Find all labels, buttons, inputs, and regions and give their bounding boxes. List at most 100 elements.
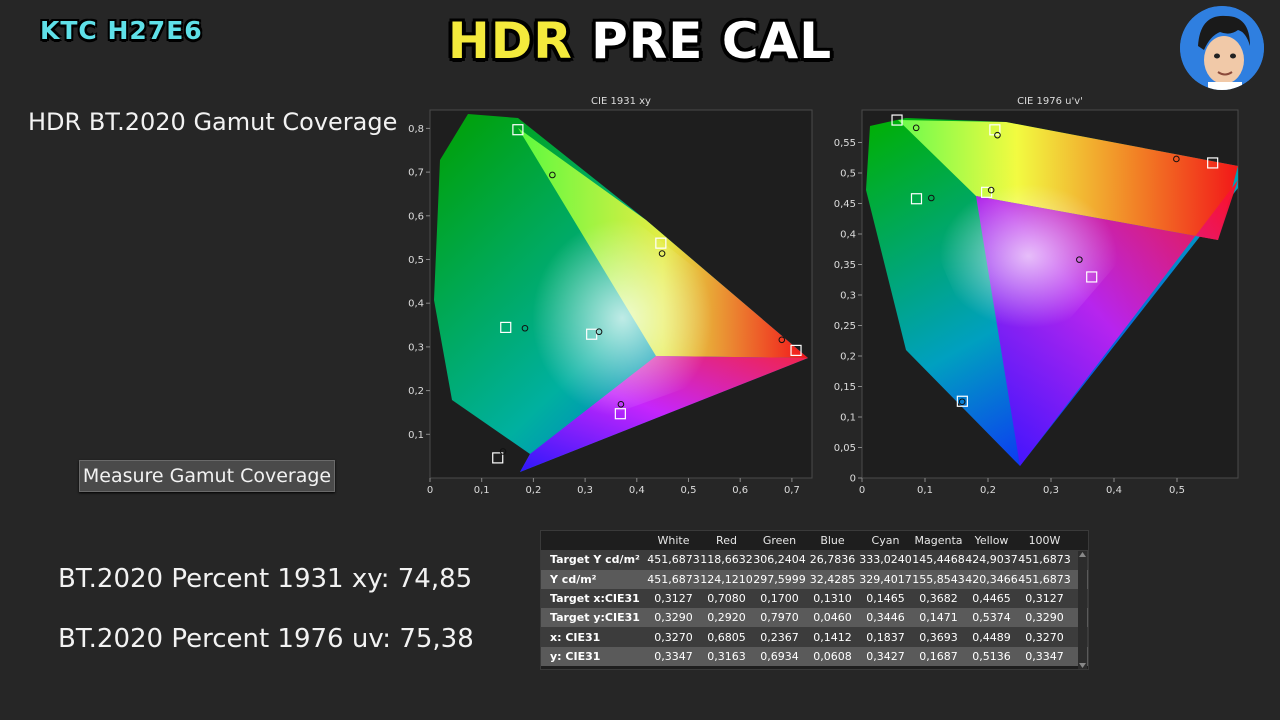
table-cell: 0,6934	[760, 649, 799, 663]
table-cell: 420,3466	[965, 572, 1018, 586]
measured-point	[1076, 256, 1083, 263]
measurement-table: White Red Green Blue Cyan Magenta Yellow 100W T…	[540, 530, 1089, 670]
column-header: Cyan	[871, 534, 900, 548]
table-cell: 0,7970	[760, 611, 799, 625]
row-label: Y cd/m²	[550, 572, 597, 586]
table-row: Target Y cd/m² 451,6873 118,6632 306,2404 26…	[541, 550, 1088, 570]
measured-point	[521, 324, 529, 332]
table-cell: 306,2404	[753, 553, 806, 567]
table-cell: 0,4465	[972, 592, 1011, 606]
table-cell: 0,1687	[919, 649, 958, 663]
x-tick-label: 0	[427, 485, 433, 496]
table-scrollbar[interactable]	[1078, 551, 1087, 669]
y-tick-label: 0,5	[840, 169, 856, 180]
table-cell: 0,0460	[813, 611, 852, 625]
table-row: Target y:CIE31 0,3290 0,2920 0,7970 0,0460 0,…	[541, 608, 1088, 628]
x-tick-label: 0,1	[474, 485, 490, 496]
percent-1931-xy: BT.2020 Percent 1931 xy: 74,85	[58, 564, 473, 594]
table-cell: 424,9037	[965, 553, 1018, 567]
table-cell: 451,6873	[1018, 553, 1071, 567]
table-cell: 0,3163	[707, 649, 746, 663]
table-cell: 0,1412	[813, 630, 852, 644]
table-cell: 451,6873	[1018, 572, 1071, 586]
x-tick-label: 0,3	[1043, 485, 1059, 496]
locus-white-glow	[496, 128, 797, 456]
y-tick-label: 0,1	[840, 413, 856, 424]
brand-label: KTC H27E6	[40, 16, 203, 45]
table-row: Y cd/m² 451,6873 124,1210 297,5999 32,4285 32…	[541, 569, 1088, 589]
x-tick-label: 0,6	[732, 485, 748, 496]
y-tick-label: 0	[850, 474, 856, 485]
column-header: Red	[716, 534, 737, 548]
scrollbar-arrows	[1079, 552, 1086, 668]
y-tick-label: 0,25	[834, 321, 856, 332]
column-header: White	[657, 534, 690, 548]
row-label: Target y:CIE31	[550, 611, 640, 625]
table-cell: 32,4285	[809, 572, 856, 586]
measured-point	[928, 194, 935, 202]
table-cell: 0,3127	[654, 592, 693, 606]
table-cell: 333,0240	[859, 553, 912, 567]
y-tick-label: 0,3	[840, 291, 856, 302]
measured-point	[595, 328, 603, 336]
measured-point	[912, 124, 920, 132]
table-cell: 329,4017	[859, 572, 912, 586]
table-row: x: CIE31 0,3270 0,6805 0,2367 0,1412 0,1837 0,…	[541, 627, 1088, 647]
table-row: y: CIE31 0,3347 0,3163 0,6934 0,0608 0,3427 0,…	[541, 646, 1088, 667]
target-point	[586, 328, 598, 340]
row-label: y: CIE31	[550, 649, 601, 663]
y-tick-label: 0,1	[408, 430, 424, 441]
table-row: Target x:CIE31 0,3127 0,7080 0,1700 0,1310 0,…	[541, 588, 1088, 609]
x-tick-label: 0,3	[577, 485, 593, 496]
table-cell: 124,1210	[700, 572, 753, 586]
table-cell: 0,3290	[654, 611, 693, 625]
headline-precal: PRE CAL	[591, 12, 833, 70]
measured-point	[778, 336, 786, 344]
target-point	[512, 124, 524, 136]
y-tick-label: 0,2	[840, 352, 856, 363]
column-header: Yellow	[974, 534, 1009, 548]
uv-axis-ticks: 0 0,1 0,2 0,3 0,4 0,5 0 0,05 0,1 0,15 0,2 0,25 0,3 0,…	[834, 138, 1185, 496]
table-cell: 0,5136	[972, 649, 1011, 663]
measure-gamut-button[interactable]: Measure Gamut Coverage	[79, 460, 335, 492]
measured-point	[549, 171, 556, 179]
y-tick-label: 0,4	[840, 230, 856, 241]
measured-point	[1173, 155, 1180, 163]
headline-hdr: HDR	[447, 12, 573, 70]
y-tick-label: 0,8	[408, 124, 424, 135]
chart-xy-title: CIE 1931 xy	[591, 96, 651, 107]
y-tick-label: 0,05	[834, 443, 856, 454]
measured-point	[987, 186, 995, 194]
target-point	[891, 114, 903, 126]
xy-axis-ticks: 0 0,1 0,2 0,3 0,4 0,5 0,6 0,7 0,1 0,2 0,3 0,4 0,5 0,6…	[408, 124, 800, 496]
table-cell: 145,4468	[912, 553, 965, 567]
y-tick-label: 0,5	[408, 255, 424, 266]
xy-marks	[492, 124, 802, 464]
y-tick-label: 0,7	[408, 168, 424, 179]
table-cell: 0,1471	[919, 611, 958, 625]
table-cell: 0,3127	[1025, 592, 1064, 606]
target-point	[981, 186, 993, 198]
measured-point	[958, 398, 966, 406]
table-cell: 451,6873	[647, 572, 700, 586]
channel-avatar	[1180, 6, 1264, 90]
x-tick-label: 0,1	[917, 485, 933, 496]
table-cell: 0,1700	[760, 592, 799, 606]
table-cell: 0,4489	[972, 630, 1011, 644]
uv-marks	[891, 114, 1219, 407]
column-header: Green	[762, 534, 797, 548]
table-cell: 0,3290	[1025, 611, 1064, 625]
table-cell: 26,7836	[809, 553, 856, 567]
target-point	[1207, 157, 1219, 169]
y-tick-label: 0,3	[408, 342, 424, 353]
row-label: Target x:CIE31	[550, 592, 640, 606]
y-tick-label: 0,6	[408, 211, 424, 222]
table-cell: 297,5999	[753, 572, 806, 586]
table-cell: 0,3446	[866, 611, 905, 625]
y-tick-label: 0,55	[834, 138, 856, 149]
target-point	[614, 408, 626, 420]
y-tick-label: 0,15	[834, 382, 856, 393]
percent-1976-uv: BT.2020 Percent 1976 uv: 75,38	[58, 624, 474, 654]
section-title: HDR BT.2020 Gamut Coverage	[28, 108, 398, 136]
table-cell: 0,1465	[866, 592, 905, 606]
